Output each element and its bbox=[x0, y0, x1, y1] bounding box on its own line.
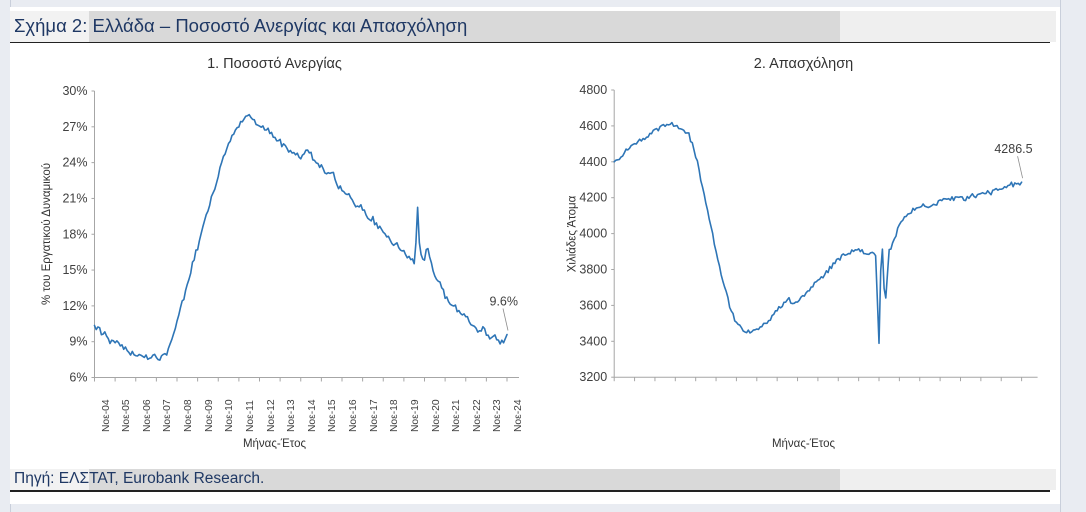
svg-text:24%: 24% bbox=[62, 156, 87, 170]
svg-text:4286.5: 4286.5 bbox=[994, 142, 1032, 156]
svg-text:4400: 4400 bbox=[579, 155, 607, 169]
svg-text:4200: 4200 bbox=[579, 191, 607, 205]
svg-text:4600: 4600 bbox=[579, 119, 607, 133]
svg-text:4800: 4800 bbox=[579, 83, 607, 97]
svg-text:3800: 3800 bbox=[579, 263, 607, 277]
svg-text:6%: 6% bbox=[69, 371, 87, 385]
svg-text:30%: 30% bbox=[62, 84, 87, 98]
svg-text:9.6%: 9.6% bbox=[490, 295, 519, 309]
svg-text:27%: 27% bbox=[62, 120, 87, 134]
svg-text:12%: 12% bbox=[62, 299, 87, 313]
svg-text:3200: 3200 bbox=[579, 370, 607, 384]
svg-text:15%: 15% bbox=[62, 263, 87, 277]
svg-text:3400: 3400 bbox=[579, 334, 607, 348]
svg-text:3600: 3600 bbox=[579, 298, 607, 312]
svg-text:21%: 21% bbox=[62, 191, 87, 205]
svg-text:4000: 4000 bbox=[579, 227, 607, 241]
svg-text:9%: 9% bbox=[69, 335, 87, 349]
svg-text:18%: 18% bbox=[62, 227, 87, 241]
